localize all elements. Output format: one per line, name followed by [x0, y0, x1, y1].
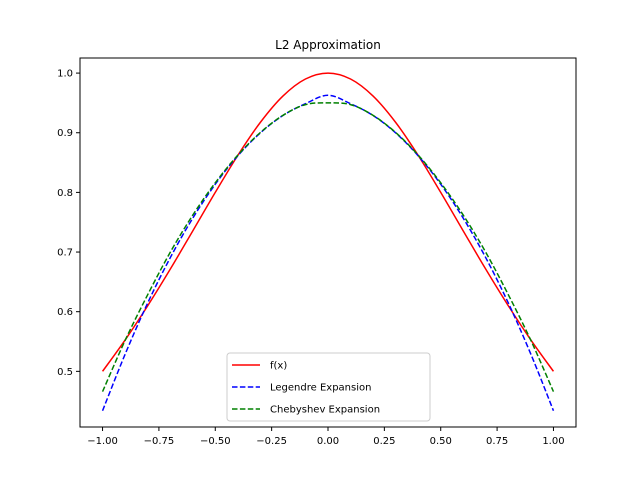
x-tick-label: −0.75: [144, 436, 175, 447]
series-line-0: [101, 72, 555, 372]
plot-lines: [101, 72, 555, 411]
x-tick-label: −0.25: [256, 436, 287, 447]
x-tick-label: 0.50: [430, 436, 452, 447]
y-tick-label: 0.9: [57, 128, 73, 139]
legend-box: [226, 352, 431, 422]
y-tick-label: 1.0: [57, 69, 73, 80]
axes-frame: [79, 57, 577, 428]
y-tick-label: 0.6: [57, 307, 73, 318]
series-line-2: [101, 102, 555, 392]
x-tick-label: 0.00: [317, 436, 339, 447]
x-tick-label: −0.50: [200, 436, 231, 447]
legend: f(x) Legendre Expansion Chebyshev Expansio…: [226, 352, 431, 422]
x-tick-label: 0.75: [486, 436, 508, 447]
legend-label-0: f(x): [270, 361, 287, 372]
y-tick-label: 0.5: [57, 367, 73, 378]
y-tick-label: 0.8: [57, 188, 73, 199]
chart-title: L2 Approximation: [275, 38, 381, 52]
x-tick-label: 1.00: [542, 436, 564, 447]
x-tick-label: 0.25: [373, 436, 395, 447]
series-line-1: [101, 94, 555, 411]
y-tick-label: 0.7: [57, 248, 73, 259]
x-tick-label: −1.00: [87, 436, 118, 447]
legend-label-1: Legendre Expansion: [270, 383, 371, 394]
legend-label-2: Chebyshev Expansion: [270, 405, 380, 416]
axis-ticks: −1.00 −0.75 −0.50 −0.25 0.00 0.25 0.50 0.75 1.00…: [57, 69, 564, 447]
